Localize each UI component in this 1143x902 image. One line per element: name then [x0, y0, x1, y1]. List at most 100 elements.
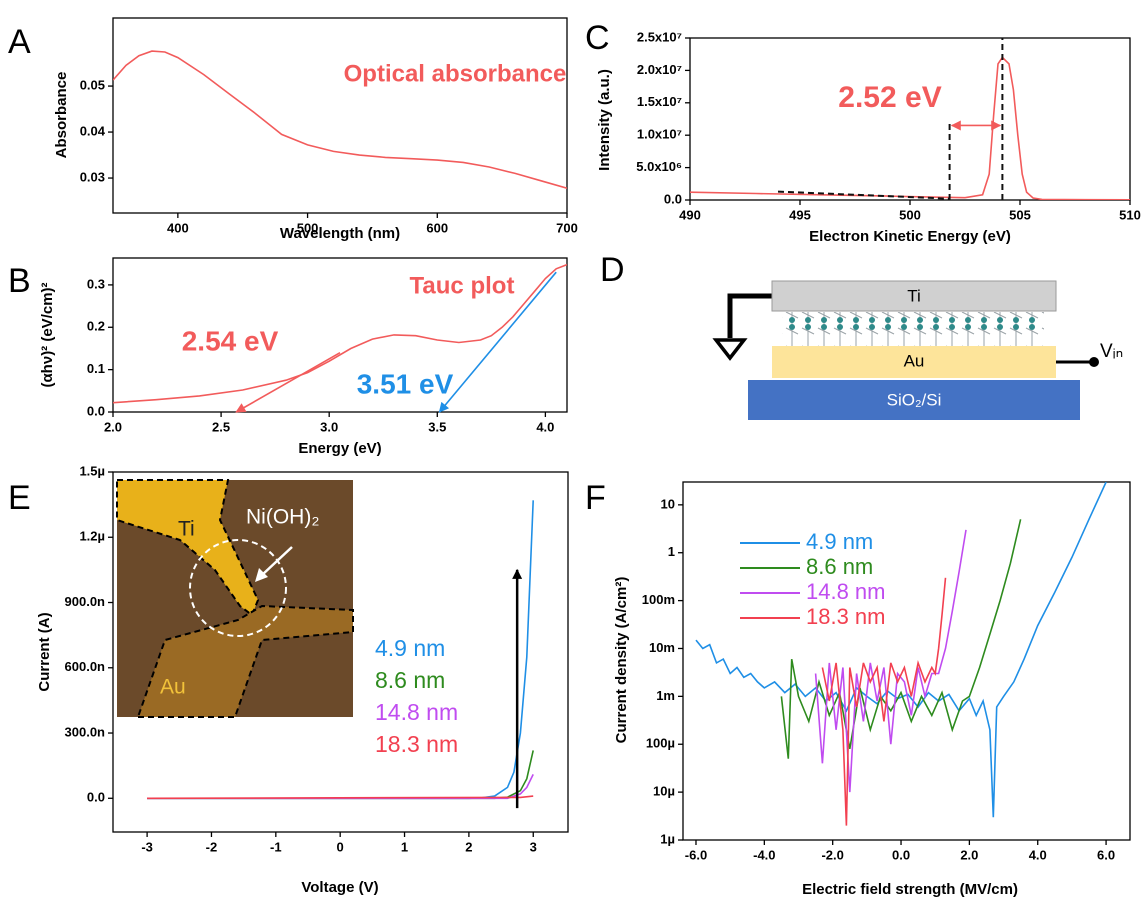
y-tick-label: 0.05 [80, 78, 105, 93]
au-electrode [136, 604, 354, 718]
inset-label: Ni(OH)₂ [246, 506, 319, 529]
legend-label: 18.3 nm [375, 731, 458, 757]
data-line [690, 56, 1130, 200]
annotation: Optical absorbance [344, 60, 567, 87]
au-layer [772, 346, 1056, 378]
panel-letter: D [600, 251, 625, 289]
au-label: Au [904, 351, 925, 370]
x-tick-label: 4.0 [1029, 847, 1047, 862]
guide-line [438, 271, 557, 413]
x-tick-label: -2 [206, 839, 218, 854]
x-tick-label: 490 [679, 207, 701, 222]
panel-letter: B [8, 262, 31, 300]
panel-letter: E [8, 479, 31, 517]
substrate-label: SiO₂/Si [887, 390, 942, 409]
y-tick-label: 2.0x10⁷ [637, 62, 682, 77]
annotation: 2.54 eV [182, 325, 279, 356]
y-tick-label: 0.0 [664, 191, 682, 206]
x-tick-label: -3 [141, 839, 153, 854]
legend-label: 8.6 nm [375, 667, 445, 693]
inset-arrowhead [255, 568, 268, 582]
plot-frame [112, 257, 568, 413]
x-axis-label: Wavelength (nm) [280, 225, 400, 242]
y-tick-label: 0.03 [80, 169, 105, 184]
y-tick-label: 1.0x10⁷ [637, 127, 682, 142]
x-tick-label: 400 [167, 220, 189, 235]
x-tick-label: 500 [899, 207, 921, 222]
ground-wire [727, 293, 772, 338]
ti-layer [771, 280, 1057, 312]
panel-letter: C [585, 19, 610, 57]
x-tick-label: 495 [789, 207, 811, 222]
y-tick-label: 5.0x10⁶ [636, 159, 682, 174]
inset-arrow [261, 546, 293, 576]
data-line [113, 50, 567, 189]
x-tick-label: -2.0 [821, 847, 843, 862]
x-tick-label: 2.5 [212, 419, 230, 434]
y-tick-label: 1 [668, 544, 675, 559]
legend-label: 8.6 nm [806, 554, 873, 579]
x-axis-label: Energy (eV) [298, 440, 381, 457]
plot-frame [112, 17, 568, 214]
x-tick-label: -1 [270, 839, 282, 854]
x-tick-label: 2 [465, 839, 472, 854]
data-line [113, 263, 567, 404]
y-tick-label: 900.0n [65, 594, 106, 609]
x-tick-label: -6.0 [685, 847, 707, 862]
plot-frame [682, 481, 1131, 841]
ti-label: Ti [907, 286, 921, 305]
legend-label: 4.9 nm [806, 529, 873, 554]
legend-label: 14.8 nm [375, 699, 458, 725]
ti-electrode [117, 480, 258, 615]
inset-image: Ti Ni(OH)₂ Au [116, 479, 354, 718]
legend-label: 14.8 nm [806, 579, 886, 604]
inset-label: Au [160, 676, 186, 699]
x-tick-label: 2.0 [104, 419, 122, 434]
vin-label: Vᵢₙ [1100, 341, 1123, 362]
x-tick-label: 0 [337, 839, 344, 854]
plot-frame [689, 37, 1131, 201]
y-axis-label: Current density (A/cm²) [613, 577, 630, 744]
y-tick-label: 2.5x10⁷ [637, 29, 682, 44]
x-axis-label: Electric field strength (MV/cm) [802, 881, 1018, 898]
x-tick-label: 1 [401, 839, 408, 854]
data-line [147, 750, 534, 800]
y-axis-label: Absorbance [53, 72, 70, 159]
y-tick-label: 0.2 [87, 319, 105, 334]
legend-label: 4.9 nm [375, 635, 445, 661]
x-tick-label: 2.0 [960, 847, 978, 862]
y-tick-label: 1.5x10⁷ [637, 94, 682, 109]
y-axis-label: Intensity (a.u.) [596, 69, 613, 171]
x-tick-label: 3.0 [320, 419, 338, 434]
molecular-layer [782, 312, 1044, 346]
y-tick-label: 1.5µ [79, 463, 105, 478]
y-tick-label: 1m [656, 688, 675, 703]
x-tick-label: 500 [297, 220, 319, 235]
annotation: Tauc plot [410, 272, 515, 299]
data-line [780, 519, 1022, 759]
x-tick-label: 3.5 [428, 419, 446, 434]
data-line [814, 529, 967, 793]
x-tick-label: 700 [556, 220, 578, 235]
y-tick-label: 10µ [653, 784, 675, 799]
annotation: 2.52 eV [838, 81, 941, 114]
device-diagram: D Ti Au Vᵢₙ SiO₂/Si [600, 251, 1123, 420]
y-tick-label: 0.0 [87, 403, 105, 418]
x-tick-label: 4.0 [536, 419, 554, 434]
y-tick-label: 10 [661, 496, 675, 511]
y-tick-label: 10m [649, 640, 675, 655]
ti-outline [116, 479, 260, 617]
y-tick-label: 100m [642, 592, 675, 607]
x-tick-label: 3 [530, 839, 537, 854]
y-tick-label: 0.3 [87, 276, 105, 291]
x-tick-label: 505 [1009, 207, 1031, 222]
panel-letter: F [585, 479, 606, 517]
y-axis-label: Current (A) [36, 612, 53, 691]
x-tick-label: 0.0 [892, 847, 910, 862]
y-tick-label: 300.0n [65, 724, 106, 739]
y-tick-label: 0.04 [80, 123, 106, 138]
y-tick-label: 100µ [646, 736, 675, 751]
data-line [821, 577, 947, 826]
y-tick-label: 1.2µ [79, 529, 105, 544]
